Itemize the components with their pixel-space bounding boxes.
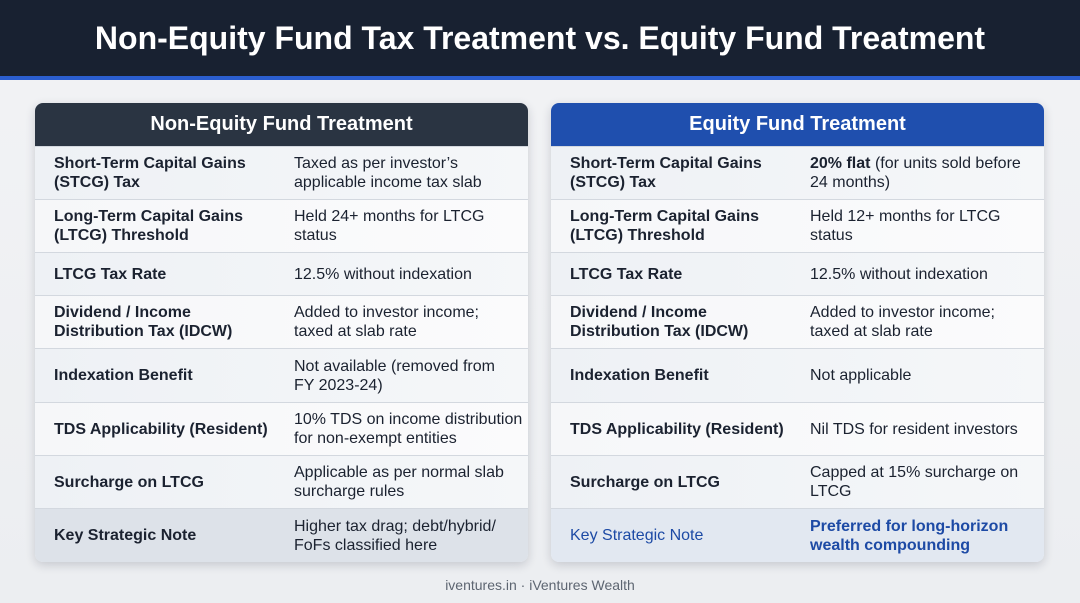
non-equity-row-dividend-tax: Dividend / Income Distribution Tax (IDCW…	[35, 295, 528, 348]
non-equity-row-indexation-benefit: Indexation Benefit Not available (removed…	[35, 348, 528, 402]
non-equity-row-ltcg-threshold: Long-Term Capital Gains (LTCG) Threshold…	[35, 199, 528, 252]
equity-row-key-strategic-note: Key Strategic Note Preferred for long-hor…	[551, 508, 1044, 562]
row-value: Added to investor income; taxed at slab …	[810, 304, 995, 340]
row-label: Key Strategic Note	[54, 527, 197, 544]
title-bar: Non-Equity Fund Tax Treatment vs. Equity…	[0, 0, 1080, 80]
equity-row-ltcg-tax-rate: LTCG Tax Rate 12.5% without indexation	[551, 252, 1044, 295]
row-label: Long-Term Capital Gains (LTCG) Threshold	[54, 208, 244, 244]
row-label: LTCG Tax Rate	[54, 265, 167, 283]
row-label: Indexation Benefit	[54, 367, 193, 384]
row-value: Capped at 15% surcharge on LTCG	[810, 464, 1019, 500]
row-value: 10% TDS on income distribution for non-e…	[294, 411, 523, 447]
row-value: 12.5% without indexation	[294, 265, 472, 283]
row-label: TDS Applicability (Resident)	[570, 420, 784, 438]
equity-row-stcg-tax: Short-Term Capital Gains (STCG) Tax 20% f…	[551, 146, 1044, 199]
equity-row-dividend-tax: Dividend / Income Distribution Tax (IDCW…	[551, 295, 1044, 348]
row-label: TDS Applicability (Resident)	[54, 420, 268, 438]
row-label: Short-Term Capital Gains (STCG) Tax	[570, 155, 762, 191]
row-label: Key Strategic Note	[570, 527, 704, 544]
row-value: Higher tax drag; debt/hybrid/ FoFs class…	[294, 517, 496, 554]
equity-row-ltcg-threshold: Long-Term Capital Gains (LTCG) Threshold…	[551, 199, 1044, 252]
page-title: Non-Equity Fund Tax Treatment vs. Equity…	[94, 20, 986, 56]
row-label: Short-Term Capital Gains (STCG) Tax	[54, 155, 246, 191]
row-value: 12.5% without indexation	[810, 265, 988, 283]
row-label: Indexation Benefit	[570, 367, 709, 384]
non-equity-table: Short-Term Capital Gains (STCG) Tax Taxed…	[35, 146, 528, 562]
row-label: Dividend / Income Distribution Tax (IDCW…	[54, 304, 233, 340]
row-value: Not applicable	[810, 367, 912, 384]
row-value: Preferred for long-horizon wealth compou…	[810, 517, 1009, 554]
non-equity-row-tds-applicability: TDS Applicability (Resident) 10% TDS on i…	[35, 402, 528, 455]
non-equity-row-key-strategic-note: Key Strategic Note Higher tax drag; debt/…	[35, 508, 528, 562]
row-value: Taxed as per investor’s applicable incom…	[294, 155, 482, 191]
row-value: Not available (removed from FY 2023-24)	[294, 357, 495, 394]
row-label: Surcharge on LTCG	[570, 473, 720, 491]
row-value: Held 24+ months for LTCG status	[294, 208, 485, 244]
row-label: Dividend / Income Distribution Tax (IDCW…	[570, 304, 749, 340]
footer-source: iventures.in · iVentures Wealth	[445, 577, 635, 593]
non-equity-row-stcg-tax: Short-Term Capital Gains (STCG) Tax Taxed…	[35, 146, 528, 199]
non-equity-row-surcharge-ltcg: Surcharge on LTCG Applicable as per norma…	[35, 455, 528, 508]
equity-card: Equity Fund Treatment Short-Term Capital…	[551, 103, 1044, 562]
equity-row-tds-applicability: TDS Applicability (Resident) Nil TDS for …	[551, 402, 1044, 455]
non-equity-row-ltcg-tax-rate: LTCG Tax Rate 12.5% without indexation	[35, 252, 528, 295]
row-value-detail: (for units sold before 24 months)	[810, 155, 1021, 191]
row-label: Surcharge on LTCG	[54, 473, 204, 491]
row-value: Added to investor income; taxed at slab …	[294, 304, 479, 340]
equity-row-indexation-benefit: Indexation Benefit Not applicable	[551, 348, 1044, 402]
row-label: LTCG Tax Rate	[570, 265, 683, 283]
row-value: 20% flat (for units sold before 24 months…	[810, 154, 1044, 192]
row-value: Held 12+ months for LTCG status	[810, 208, 1001, 244]
row-value-emphasis: 20% flat	[810, 155, 871, 172]
equity-card-heading: Equity Fund Treatment	[551, 103, 1044, 146]
equity-row-surcharge-ltcg: Surcharge on LTCG Capped at 15% surcharge…	[551, 455, 1044, 508]
row-label: Long-Term Capital Gains (LTCG) Threshold	[570, 208, 760, 244]
non-equity-card-heading: Non-Equity Fund Treatment	[35, 103, 528, 146]
non-equity-card: Non-Equity Fund Treatment Short-Term Cap…	[35, 103, 528, 562]
row-value: Applicable as per normal slab surcharge …	[294, 464, 504, 500]
equity-table: Short-Term Capital Gains (STCG) Tax 20% f…	[551, 146, 1044, 562]
row-value: Nil TDS for resident investors	[810, 420, 1018, 438]
